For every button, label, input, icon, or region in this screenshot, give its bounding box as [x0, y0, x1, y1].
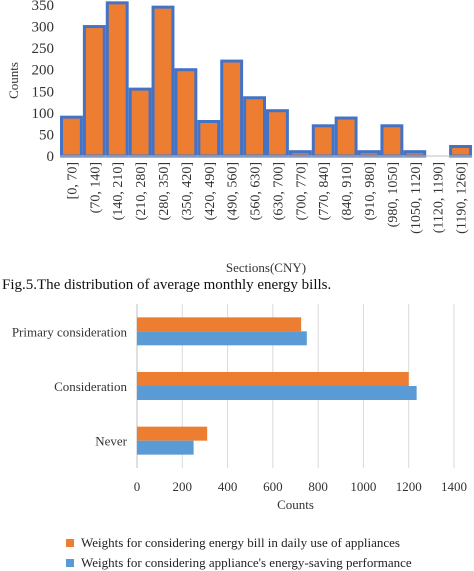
series-bar: [137, 372, 409, 386]
category-label: Never: [95, 434, 127, 449]
series-bar: [137, 426, 208, 441]
histogram-bar: [105, 1, 129, 158]
histogram-bar: [334, 116, 358, 158]
x-axis-label: Counts: [277, 497, 314, 512]
histogram-bar: [197, 119, 221, 158]
x-tick-label: 800: [308, 479, 328, 494]
histogram-bar: [60, 115, 83, 158]
x-tick-label: (280, 350]: [157, 162, 172, 220]
x-tick-label: 0: [134, 479, 141, 494]
x-tick-label: 1200: [396, 479, 422, 494]
x-tick-label: (840, 910]: [340, 162, 355, 220]
x-tick-label: (350, 420]: [180, 162, 195, 220]
x-tick-label: 200: [173, 479, 193, 494]
histogram-bar: [357, 150, 381, 158]
histogram-bar: [128, 87, 152, 158]
y-tick-label: 50: [39, 127, 54, 143]
x-tick-label: (560, 630]: [249, 162, 264, 220]
x-tick-label: (1120, 1190]: [432, 162, 447, 233]
x-tick-label: (70, 140]: [88, 162, 103, 213]
x-tick-label: 1400: [441, 479, 467, 494]
x-tick-label: 1000: [350, 479, 376, 494]
histogram-bar: [266, 109, 289, 158]
histogram-bar: [174, 68, 198, 158]
y-tick-label: 250: [32, 41, 55, 57]
category-label: Primary consideration: [12, 324, 128, 339]
histogram-bar: [449, 145, 473, 158]
x-tick-label: (910, 980]: [363, 162, 378, 220]
y-tick-label: 150: [32, 84, 55, 100]
x-tick-label: (420, 490]: [203, 162, 218, 220]
figure-caption: Fig.5.The distribution of average monthl…: [2, 277, 332, 293]
x-tick-label: (490, 560]: [226, 162, 241, 220]
series-bar: [137, 331, 307, 346]
histogram-chart: 0 50 100 150 200 250 300 350 Counts [0, 70] (70, 1…: [6, 0, 473, 275]
y-tick-label: 350: [32, 0, 55, 14]
legend-swatch-energy-bill: [66, 539, 74, 547]
y-tick-label: 0: [47, 149, 55, 165]
histogram-bar: [220, 59, 244, 158]
legend-swatch-energy-saving: [66, 559, 74, 567]
legend-label-energy-bill: Weights for considering energy bill in d…: [81, 535, 400, 550]
x-tick-label: (210, 280]: [134, 162, 149, 220]
series-bar: [137, 317, 302, 332]
x-tick-label: (700, 770]: [294, 162, 309, 220]
histogram-bar: [403, 150, 427, 158]
histogram-bar: [243, 96, 267, 158]
x-axis-label: Sections(CNY): [226, 260, 306, 275]
y-tick-label: 100: [32, 106, 55, 122]
x-tick-label: (630, 700]: [271, 162, 286, 220]
legend-item-energy-saving: Weights for considering appliance's ener…: [66, 555, 412, 571]
histogram-bar: [82, 25, 106, 158]
histogram-bar: [380, 124, 404, 158]
histogram-bar: [288, 150, 312, 158]
y-tick-label: 200: [32, 63, 55, 79]
legend-item-energy-bill: Weights for considering energy bill in d…: [66, 535, 400, 551]
x-tick-label: 400: [218, 479, 238, 494]
x-tick-label: (1190, 1260]: [455, 162, 470, 234]
x-tick-label: (770, 840]: [317, 162, 332, 220]
x-tick-label: [0, 70]: [65, 162, 80, 199]
x-tick-label: (140, 210]: [111, 162, 126, 220]
series-bar: [137, 440, 194, 455]
series-bar: [137, 386, 417, 400]
y-axis-label: Counts: [6, 62, 21, 99]
x-tick-label: 600: [263, 479, 283, 494]
x-tick-label: (1050, 1120]: [409, 162, 424, 234]
horizontal-bar-chart: 0 200 400 600 800 1000 1200 1400 Primary conside…: [12, 304, 467, 512]
histogram-bar: [311, 124, 335, 158]
x-tick-label: (980, 1050]: [386, 162, 401, 227]
y-tick-label: 300: [32, 20, 55, 36]
legend-label-energy-saving: Weights for considering appliance's ener…: [81, 555, 412, 570]
category-label: Consideration: [54, 379, 127, 394]
histogram-bar: [151, 5, 175, 158]
